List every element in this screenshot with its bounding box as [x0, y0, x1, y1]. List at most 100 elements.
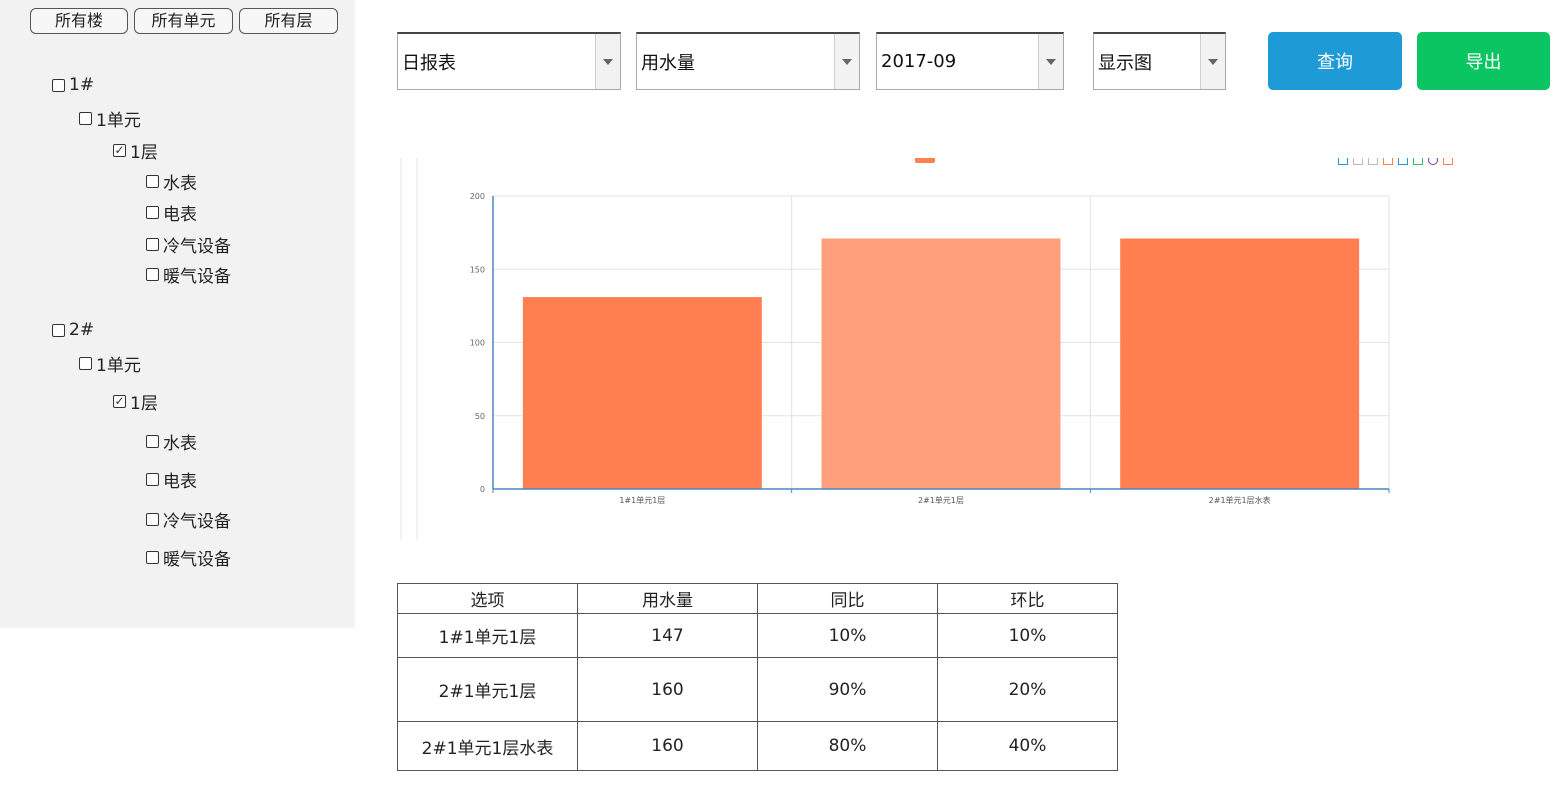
unit-1-1-checkbox[interactable] — [79, 112, 92, 125]
tree-unit-1-1[interactable]: 1单元 — [79, 106, 141, 131]
cell-usage: 160 — [577, 657, 758, 722]
zoom-reset-icon[interactable] — [1353, 158, 1363, 165]
device-label: 电表 — [163, 472, 197, 492]
header-yoy: 同比 — [757, 583, 938, 614]
tree-device-heating[interactable]: 暖气设备 — [146, 262, 231, 287]
tree-device-electric-meter[interactable]: 电表 — [146, 200, 197, 225]
all-units-button[interactable]: 所有单元 — [134, 8, 233, 34]
stack-icon[interactable] — [1413, 158, 1423, 165]
water-meter-checkbox[interactable] — [146, 435, 159, 448]
chart-bars — [522, 238, 1360, 489]
tree-device-heating[interactable]: 暖气设备 — [146, 545, 231, 570]
period-value: 2017-09 — [881, 51, 957, 72]
line-chart-icon[interactable] — [1383, 158, 1393, 165]
cooling-checkbox[interactable] — [146, 513, 159, 526]
metric-select[interactable]: 用水量 — [636, 32, 860, 90]
y-tick-label: 50 — [475, 412, 485, 421]
bar — [522, 297, 762, 489]
building-1-label: 1# — [69, 75, 95, 95]
data-view-icon[interactable] — [1368, 158, 1378, 165]
chevron-down-icon[interactable] — [1200, 34, 1225, 89]
device-label: 水表 — [163, 174, 197, 194]
cell-usage: 160 — [577, 721, 758, 771]
restore-icon[interactable] — [1428, 158, 1438, 165]
unit-2-1-checkbox[interactable] — [79, 357, 92, 370]
header-water-usage: 用水量 — [577, 583, 758, 614]
tree-floor-1-1-1[interactable]: ✓ 1层 — [113, 138, 158, 163]
cell-mom: 10% — [937, 613, 1118, 658]
y-tick-label: 100 — [470, 339, 485, 348]
cooling-checkbox[interactable] — [146, 238, 159, 251]
display-mode-value: 显示图 — [1098, 52, 1152, 74]
floor-2-1-1-checkbox[interactable]: ✓ — [113, 394, 126, 408]
y-tick-label: 200 — [470, 192, 485, 201]
x-tick-label: 1#1单元1层 — [619, 495, 665, 505]
cell-option: 2#1单元1层水表 — [397, 721, 578, 771]
building-2-checkbox[interactable] — [52, 323, 65, 337]
table-row: 1#1单元1层 147 10% 10% — [397, 613, 1118, 658]
legend-swatch — [915, 158, 935, 163]
device-label: 冷气设备 — [163, 237, 231, 257]
electric-meter-checkbox[interactable] — [146, 473, 159, 486]
all-floors-button[interactable]: 所有层 — [239, 8, 338, 34]
x-tick-label: 2#1单元1层 — [918, 495, 964, 505]
metric-value: 用水量 — [641, 52, 695, 74]
cell-usage: 147 — [577, 613, 758, 658]
floor-1-1-1-label: 1层 — [130, 143, 158, 163]
cell-yoy: 90% — [757, 657, 938, 722]
y-tick-label: 150 — [470, 265, 485, 274]
tree-device-water-meter[interactable]: 水表 — [146, 429, 197, 454]
bar-chart-icon[interactable] — [1398, 158, 1408, 165]
cell-mom: 20% — [937, 657, 1118, 722]
device-label: 冷气设备 — [163, 512, 231, 532]
chart-legend[interactable] — [915, 158, 939, 163]
tree-device-cooling[interactable]: 冷气设备 — [146, 507, 231, 532]
water-meter-checkbox[interactable] — [146, 175, 159, 188]
tree-device-cooling[interactable]: 冷气设备 — [146, 232, 231, 257]
device-label: 暖气设备 — [163, 550, 231, 570]
tree-device-water-meter[interactable]: 水表 — [146, 169, 197, 194]
header-mom: 环比 — [937, 583, 1118, 614]
chevron-down-icon[interactable] — [1038, 34, 1063, 89]
report-type-select[interactable]: 日报表 — [397, 32, 621, 90]
tree-building-2[interactable]: 2# — [52, 320, 94, 340]
display-mode-select[interactable]: 显示图 — [1093, 32, 1226, 90]
bar — [821, 238, 1061, 489]
y-tick-label: 0 — [480, 485, 485, 494]
chevron-down-icon[interactable] — [595, 34, 620, 89]
device-label: 暖气设备 — [163, 267, 231, 287]
filter-button-group: 所有楼 所有单元 所有层 — [30, 8, 338, 34]
tree-floor-2-1-1[interactable]: ✓ 1层 — [113, 389, 158, 414]
save-image-icon[interactable] — [1443, 158, 1453, 165]
export-button[interactable]: 导出 — [1417, 32, 1550, 90]
bar-chart: 0 50 100 150 200 1#1单元1层 2#1单元1层 2#1单元1层水表 — [400, 158, 1390, 540]
building-2-label: 2# — [69, 320, 95, 340]
tree-building-1[interactable]: 1# — [52, 75, 94, 95]
table-header-row: 选项 用水量 同比 环比 — [397, 583, 1118, 614]
query-button[interactable]: 查询 — [1268, 32, 1402, 90]
tree-unit-2-1[interactable]: 1单元 — [79, 351, 141, 376]
cell-yoy: 80% — [757, 721, 938, 771]
zoom-icon[interactable] — [1338, 158, 1348, 165]
unit-2-1-label: 1单元 — [96, 356, 141, 376]
cell-option: 2#1单元1层 — [397, 657, 578, 722]
x-tick-label: 2#1单元1层水表 — [1209, 495, 1271, 505]
cell-yoy: 10% — [757, 613, 938, 658]
report-type-value: 日报表 — [402, 52, 456, 74]
heating-checkbox[interactable] — [146, 268, 159, 281]
chart-toolbox — [1338, 158, 1453, 165]
header-option: 选项 — [397, 583, 578, 614]
all-buildings-button[interactable]: 所有楼 — [30, 8, 128, 34]
building-1-checkbox[interactable] — [52, 78, 65, 92]
heating-checkbox[interactable] — [146, 551, 159, 564]
chevron-down-icon[interactable] — [834, 34, 859, 89]
floor-1-1-1-checkbox[interactable]: ✓ — [113, 143, 126, 157]
unit-1-1-label: 1单元 — [96, 111, 141, 131]
tree-device-electric-meter[interactable]: 电表 — [146, 467, 197, 492]
chart-container: 0 50 100 150 200 1#1单元1层 2#1单元1层 2#1单元1层水表 — [397, 158, 1481, 540]
table-row: 2#1单元1层水表 160 80% 40% — [397, 721, 1118, 771]
summary-table: 选项 用水量 同比 环比 1#1单元1层 147 10% 10% 2#1单元1层… — [397, 583, 1118, 771]
bar — [1120, 238, 1360, 489]
period-select[interactable]: 2017-09 — [876, 32, 1064, 90]
electric-meter-checkbox[interactable] — [146, 206, 159, 219]
